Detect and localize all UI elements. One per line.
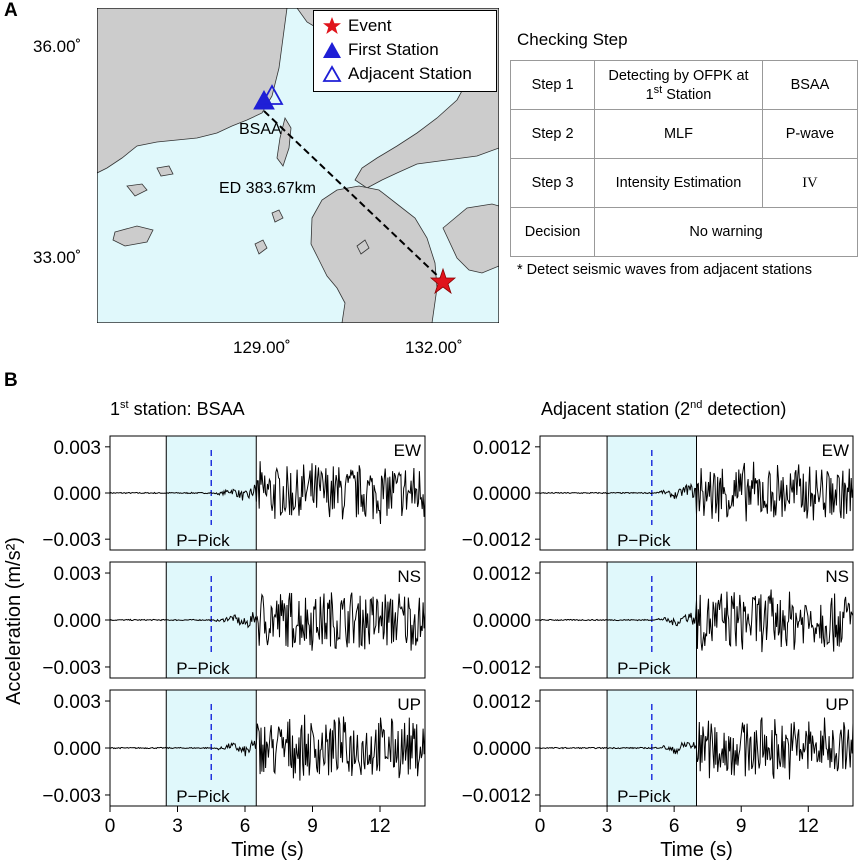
p-pick-label: P−Pick [617,659,671,678]
x-tick-label: 9 [736,816,747,837]
component-label: UP [825,695,849,714]
x-tick-label: 12 [798,816,819,837]
legend-event: Event [322,15,391,37]
footnote: * Detect seismic waves from adjacent sta… [517,262,812,278]
result-cell: BSAA [761,60,858,110]
lat-tick-33: 33.00˚ [33,248,82,267]
adjacent-station-marker [260,84,284,105]
step-cell: Step 2 [509,109,596,159]
step-cell: Step 1 [509,60,596,110]
table-row: Decision No warning [509,207,858,257]
lon-tick-129: 129.00˚ [233,338,291,357]
p-pick-label: P−Pick [176,787,230,806]
y-tick-label: −0.003 [42,786,101,807]
x-tick-label: 0 [535,816,546,837]
right-chart-title: Adjacent station (2nd detection) [541,399,787,419]
x-tick-label: 3 [602,816,613,837]
x-tick-label: 6 [669,816,680,837]
y-tick-label: 0.0000 [473,611,531,632]
result-cell: IV [761,158,858,208]
y-axis-label: Acceleration (m/s²) [3,537,25,705]
map-legend: Event First Station Adjacent Station [313,10,497,92]
x-tick-label: 3 [172,816,183,837]
y-tick-label: 0.003 [53,438,101,459]
y-tick-label: −0.003 [42,530,101,551]
y-tick-label: 0.0000 [473,739,531,760]
method-cell: Intensity Estimation [594,158,763,208]
waveform-ns [109,592,426,651]
x-tick-label: 9 [307,816,318,837]
component-label: EW [394,441,421,460]
y-tick-label: 0.003 [53,692,101,713]
table-row: Step 3 Intensity Estimation IV [509,158,858,208]
panel-a-label: A [4,0,18,21]
panel-b-label: B [4,370,18,391]
component-label: UP [397,695,421,714]
checking-table: Step 1 Detecting by OFPK at 1st Station B… [509,60,858,257]
legend-adjacent-station: Adjacent Station [322,63,472,85]
p-pick-label: P−Pick [176,659,230,678]
legend-first-station: First Station [322,39,439,61]
station-label: BSAA [239,121,282,138]
step-cell: Decision [509,207,596,257]
waveform-up [109,714,426,781]
y-tick-label: 0.003 [53,564,101,585]
p-pick-label: P−Pick [617,787,671,806]
event-marker [429,267,457,295]
waveform-ns [539,589,854,653]
table-row: Step 2 MLF P-wave [509,109,858,159]
step-cell: Step 3 [509,158,596,208]
p-pick-label: P−Pick [617,531,671,550]
left-chart-title: 1st station: BSAA [110,399,245,419]
waveform-up [539,717,854,780]
x-tick-label: 6 [240,816,251,837]
y-tick-label: −0.003 [42,658,101,679]
distance-line [263,110,444,282]
method-cell: Detecting by OFPK at 1st Station [594,60,763,110]
y-tick-label: 0.000 [53,611,101,632]
checking-step-title: Checking Step [517,30,628,49]
y-tick-label: 0.000 [53,484,101,505]
y-tick-label: 0.0000 [473,484,531,505]
waveform-ew [539,461,854,522]
x-tick-label: 12 [369,816,390,837]
x-tick-label: 0 [105,816,116,837]
result-cell: P-wave [761,109,858,159]
component-label: EW [822,441,849,460]
y-tick-label: 0.0012 [473,564,531,585]
lon-tick-132: 132.00˚ [405,338,463,357]
method-cell: MLF [594,109,763,159]
y-tick-label: 0.000 [53,739,101,760]
table-row: Step 1 Detecting by OFPK at 1st Station B… [509,60,858,110]
p-pick-label: P−Pick [176,531,230,550]
decision-cell: No warning [594,207,858,257]
waveform-ew [109,461,426,525]
y-tick-label: 0.0012 [473,692,531,713]
component-label: NS [397,567,421,586]
lat-tick-36: 36.00˚ [33,37,82,56]
distance-label: ED 383.67km [219,180,316,197]
x-axis-label: Time (s) [231,839,304,861]
red-star-icon [323,17,341,34]
y-tick-label: 0.0012 [473,438,531,459]
waveform-charts: P−Pick EW 0.003 0.000 −0.003 P−Pick NS 0.003 0.0… [3,435,854,861]
open-triangle-icon [322,65,342,82]
y-tick-label: −0.0012 [462,658,531,679]
x-axis-label: Time (s) [660,839,733,861]
filled-triangle-icon [323,42,341,58]
component-label: NS [825,567,849,586]
y-tick-label: −0.0012 [462,530,531,551]
y-tick-label: −0.0012 [462,786,531,807]
